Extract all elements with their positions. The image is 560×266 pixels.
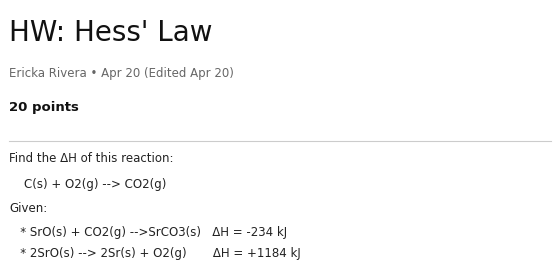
Text: Ericka Rivera • Apr 20 (Edited Apr 20): Ericka Rivera • Apr 20 (Edited Apr 20) [9, 66, 234, 80]
Text: * 2SrO(s) --> 2Sr(s) + O2(g)       ΔH = +1184 kJ: * 2SrO(s) --> 2Sr(s) + O2(g) ΔH = +1184 … [9, 247, 301, 260]
Text: C(s) + O2(g) --> CO2(g): C(s) + O2(g) --> CO2(g) [9, 178, 166, 191]
Text: Find the ΔH of this reaction:: Find the ΔH of this reaction: [9, 152, 174, 165]
Text: HW: Hess' Law: HW: Hess' Law [9, 19, 212, 47]
Text: * SrO(s) + CO2(g) -->SrCO3(s)   ΔH = -234 kJ: * SrO(s) + CO2(g) -->SrCO3(s) ΔH = -234 … [9, 226, 287, 239]
Text: Given:: Given: [9, 202, 47, 215]
Text: 20 points: 20 points [9, 101, 79, 114]
